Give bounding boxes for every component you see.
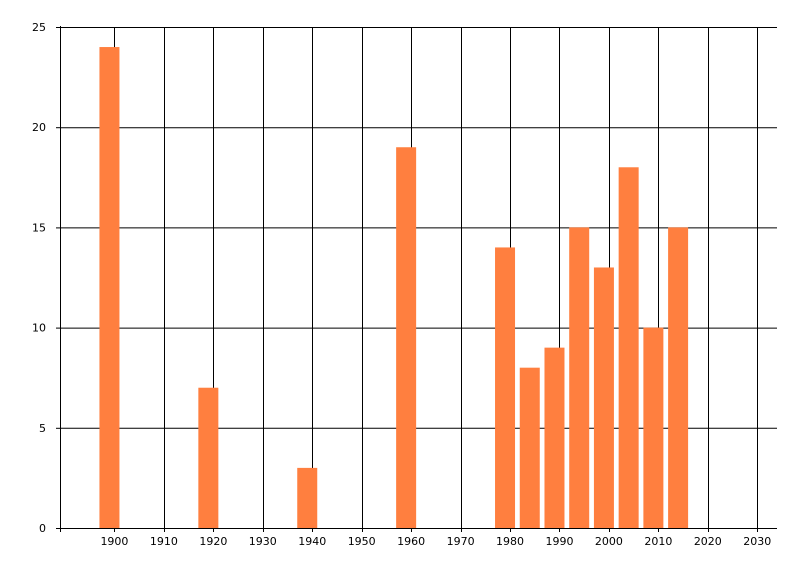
x-tick-label: 1910 [150,535,178,548]
y-tick-label: 20 [32,121,46,134]
y-tick-label: 5 [39,422,46,435]
x-tick-label: 1970 [447,535,475,548]
y-tick-labels: 0 5 10 15 20 25 [32,21,46,535]
bar [396,147,417,529]
y-tick-label: 10 [32,322,46,335]
y-tick-label: 25 [32,21,46,34]
y-tick-label: 0 [39,522,46,535]
bar [198,387,219,528]
x-tick-label: 1920 [199,535,227,548]
x-tick-label: 2020 [694,535,722,548]
bar [495,247,516,528]
x-tick-label: 2000 [595,535,623,548]
x-tick-label: 2030 [743,535,771,548]
x-tick-label: 1940 [298,535,326,548]
bar [618,167,639,528]
x-tick-label: 1950 [348,535,376,548]
x-tick-label: 1990 [545,535,573,548]
x-tick-label: 2010 [644,535,672,548]
bar [519,367,540,528]
bar [569,227,590,528]
x-tick-labels: 1900 1910 1920 1930 1940 1950 1960 1970 1980 1990… [100,535,771,548]
bar [544,347,565,528]
x-tick-label: 1900 [100,535,128,548]
bars [99,47,689,529]
y-tick-label: 15 [32,221,46,234]
bar [643,327,664,528]
x-tick-label: 1930 [249,535,277,548]
x-tick-label: 1960 [397,535,425,548]
bar [593,267,614,528]
x-tick-label: 1980 [496,535,524,548]
bar [668,227,689,528]
bar [297,467,318,528]
bar [99,47,120,528]
axes [56,26,777,532]
